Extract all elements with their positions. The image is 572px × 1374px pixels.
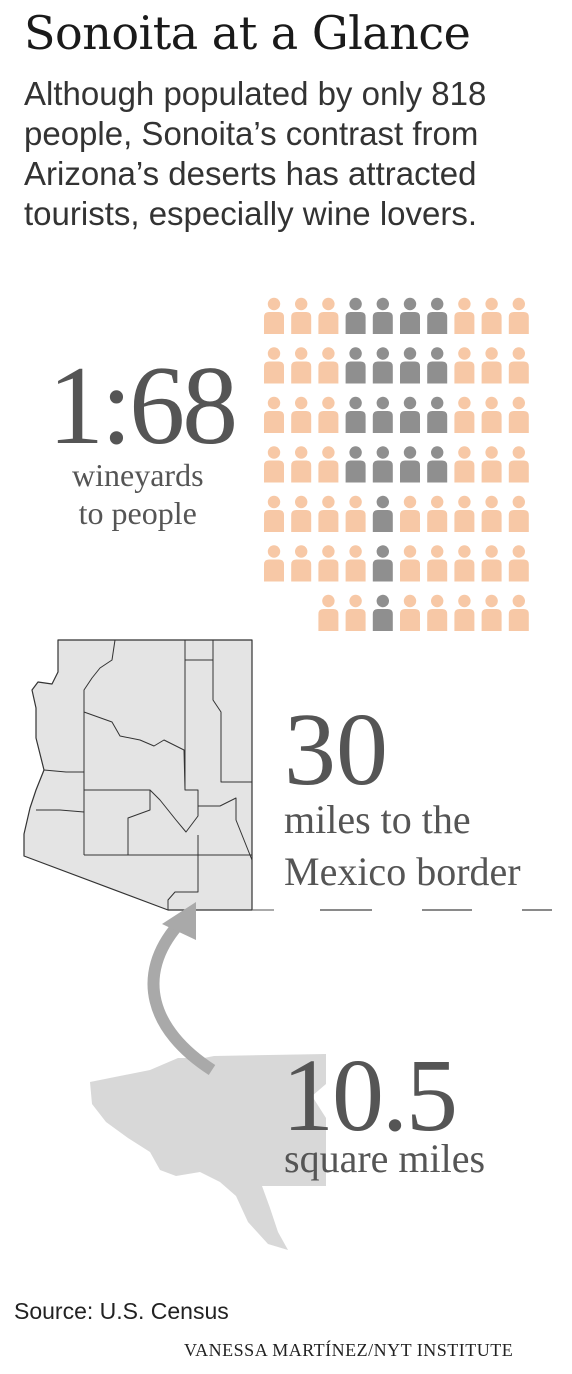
person-icon [400, 298, 420, 334]
person-icon [454, 298, 474, 334]
border-distance-value: 30 [284, 698, 388, 802]
person-icon [346, 545, 366, 581]
person-icon [264, 545, 284, 581]
person-icon [454, 347, 474, 383]
person-icon [373, 397, 393, 433]
person-icon [400, 545, 420, 581]
person-icon [346, 496, 366, 532]
person-icon [427, 446, 447, 482]
person-icon [264, 446, 284, 482]
person-icon [509, 446, 529, 482]
person-icon [373, 347, 393, 383]
person-icon [346, 298, 366, 334]
person-icon [509, 298, 529, 334]
person-icon [318, 347, 338, 383]
curved-arrow-icon [153, 902, 212, 1070]
border-label-line: Mexico border [284, 846, 521, 898]
person-icon [291, 397, 311, 433]
person-icon [509, 397, 529, 433]
area-label: square miles [284, 1136, 485, 1182]
person-icon [373, 446, 393, 482]
person-icon [264, 347, 284, 383]
person-icon [427, 545, 447, 581]
person-icon [291, 298, 311, 334]
person-icon [454, 595, 474, 631]
area-value: 10.5 [282, 1044, 456, 1148]
person-icon [373, 595, 393, 631]
person-icon [482, 545, 502, 581]
ratio-label: wineyards to people [72, 456, 204, 532]
person-icon [373, 545, 393, 581]
person-icon [346, 347, 366, 383]
source-note: Source: U.S. Census [14, 1298, 229, 1325]
person-icon [454, 397, 474, 433]
person-icon [318, 496, 338, 532]
person-icon [509, 545, 529, 581]
person-icon [400, 595, 420, 631]
border-distance-label: miles to the Mexico border [284, 794, 521, 898]
person-icon [318, 446, 338, 482]
person-icon [373, 298, 393, 334]
person-icon [318, 595, 338, 631]
person-icon [346, 397, 366, 433]
person-icon [291, 347, 311, 383]
person-icon [346, 446, 366, 482]
person-icon [318, 298, 338, 334]
arizona-county-map [24, 640, 274, 910]
person-icon [318, 397, 338, 433]
person-icon [373, 496, 393, 532]
person-icon [454, 446, 474, 482]
person-icon [346, 595, 366, 631]
person-icon [400, 446, 420, 482]
person-icon [427, 397, 447, 433]
person-icon [318, 545, 338, 581]
person-icon [427, 298, 447, 334]
person-icon [482, 347, 502, 383]
ratio-value: 1:68 [48, 350, 235, 462]
person-icon [264, 496, 284, 532]
person-icon [291, 446, 311, 482]
ratio-label-line: wineyards [72, 456, 204, 494]
person-icon [482, 595, 502, 631]
person-icon [427, 347, 447, 383]
credit-line: VANESSA MARTÍNEZ/NYT INSTITUTE [184, 1340, 550, 1361]
person-icon [291, 545, 311, 581]
person-icon [482, 298, 502, 334]
person-icon [427, 595, 447, 631]
person-icon [509, 595, 529, 631]
person-icon [509, 347, 529, 383]
person-icon [264, 298, 284, 334]
person-icon [400, 496, 420, 532]
person-icon [264, 397, 284, 433]
person-icon [454, 496, 474, 532]
person-icon [482, 496, 502, 532]
people-grid [264, 298, 529, 631]
person-icon [482, 446, 502, 482]
person-icon [482, 397, 502, 433]
person-icon [427, 496, 447, 532]
person-icon [291, 496, 311, 532]
person-icon [400, 397, 420, 433]
ratio-label-line: to people [72, 494, 204, 532]
person-icon [454, 545, 474, 581]
person-icon [509, 496, 529, 532]
border-label-line: miles to the [284, 794, 521, 846]
person-icon [400, 347, 420, 383]
